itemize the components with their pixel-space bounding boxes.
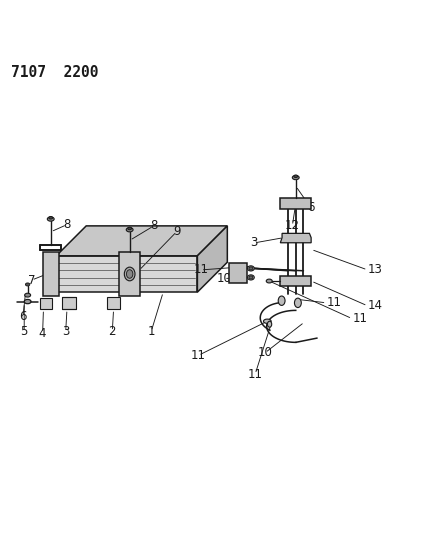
Ellipse shape: [267, 321, 272, 327]
Text: 8: 8: [150, 220, 157, 232]
Bar: [40, 298, 52, 309]
Polygon shape: [56, 226, 227, 256]
Ellipse shape: [128, 227, 132, 230]
Text: 13: 13: [368, 263, 383, 277]
Polygon shape: [197, 226, 227, 292]
Text: 14: 14: [368, 300, 383, 312]
Text: 9: 9: [173, 225, 181, 238]
Text: 11: 11: [248, 368, 263, 381]
Ellipse shape: [249, 267, 253, 270]
Text: 7107  2200: 7107 2200: [12, 64, 99, 79]
Polygon shape: [281, 233, 311, 243]
Ellipse shape: [24, 300, 31, 304]
Ellipse shape: [124, 267, 135, 281]
Polygon shape: [281, 276, 311, 286]
Ellipse shape: [278, 296, 285, 305]
Ellipse shape: [248, 275, 254, 280]
Polygon shape: [119, 253, 140, 296]
Polygon shape: [230, 263, 248, 283]
Bar: [107, 297, 121, 309]
Ellipse shape: [263, 319, 271, 324]
Text: 4: 4: [39, 327, 46, 340]
Text: 5: 5: [21, 325, 28, 338]
Text: 2: 2: [109, 325, 116, 338]
Text: 10: 10: [217, 272, 231, 285]
Text: 11: 11: [193, 263, 208, 277]
Text: 1: 1: [148, 325, 155, 338]
Text: 6: 6: [307, 201, 314, 214]
Text: 11: 11: [352, 312, 367, 325]
Polygon shape: [42, 253, 59, 296]
Polygon shape: [56, 256, 197, 292]
Text: 7: 7: [28, 273, 35, 287]
Ellipse shape: [249, 276, 253, 279]
Ellipse shape: [266, 279, 272, 283]
Ellipse shape: [248, 266, 254, 271]
Ellipse shape: [49, 216, 53, 219]
Text: 11: 11: [191, 349, 206, 362]
Ellipse shape: [25, 283, 30, 286]
Text: 6: 6: [19, 310, 27, 324]
Text: 12: 12: [285, 220, 300, 232]
Ellipse shape: [294, 175, 298, 177]
Ellipse shape: [127, 270, 133, 278]
Text: 11: 11: [326, 296, 341, 309]
Ellipse shape: [24, 293, 30, 297]
Ellipse shape: [292, 175, 299, 180]
Text: 3: 3: [250, 237, 257, 249]
Ellipse shape: [294, 298, 301, 308]
Ellipse shape: [47, 217, 54, 221]
Polygon shape: [281, 198, 311, 209]
Text: 3: 3: [62, 325, 69, 338]
Ellipse shape: [126, 228, 133, 232]
Text: 8: 8: [63, 218, 71, 231]
Bar: [62, 297, 76, 309]
Text: 10: 10: [257, 346, 272, 359]
